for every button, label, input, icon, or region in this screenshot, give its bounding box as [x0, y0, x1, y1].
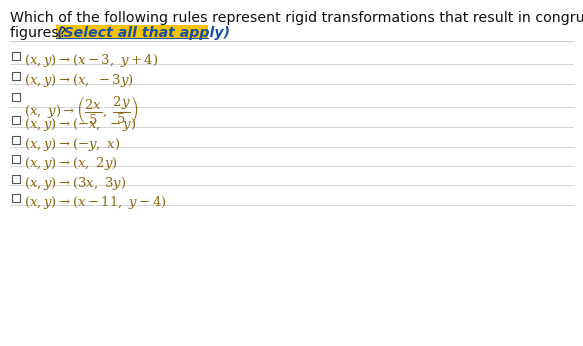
Text: $(x, y) \rightarrow (x,\ -3y)$: $(x, y) \rightarrow (x,\ -3y)$: [24, 72, 134, 89]
Text: $(x, y) \rightarrow (x - 3,\ y + 4)$: $(x, y) \rightarrow (x - 3,\ y + 4)$: [24, 52, 159, 69]
Bar: [12, 175, 19, 182]
Bar: [12, 72, 19, 80]
Text: $(x, y) \rightarrow (-x,\ -y)$: $(x, y) \rightarrow (-x,\ -y)$: [24, 116, 137, 133]
Text: Which of the following rules represent rigid transformations that result in cong: Which of the following rules represent r…: [10, 11, 583, 25]
Text: $(x, y) \rightarrow (3x,\ 3y)$: $(x, y) \rightarrow (3x,\ 3y)$: [24, 175, 127, 192]
Text: (Select all that apply): (Select all that apply): [57, 26, 230, 40]
Text: $(x, y) \rightarrow (x - 11,\ y - 4)$: $(x, y) \rightarrow (x - 11,\ y - 4)$: [24, 194, 167, 211]
Bar: [12, 116, 19, 124]
Text: figures?: figures?: [10, 26, 71, 40]
Bar: [12, 136, 19, 144]
Bar: [12, 52, 19, 60]
Text: $(x, y) \rightarrow (-y,\ x)$: $(x, y) \rightarrow (-y,\ x)$: [24, 136, 121, 153]
Text: $(x, y) \rightarrow (x,\ 2y)$: $(x, y) \rightarrow (x,\ 2y)$: [24, 155, 118, 172]
Bar: [12, 93, 19, 100]
Text: $(x,\ y) \rightarrow \left(\dfrac{2x}{5},\ \dfrac{2y}{5}\right)$: $(x,\ y) \rightarrow \left(\dfrac{2x}{5}…: [24, 94, 139, 126]
FancyBboxPatch shape: [56, 25, 208, 38]
Bar: [12, 194, 19, 201]
Bar: [12, 155, 19, 163]
